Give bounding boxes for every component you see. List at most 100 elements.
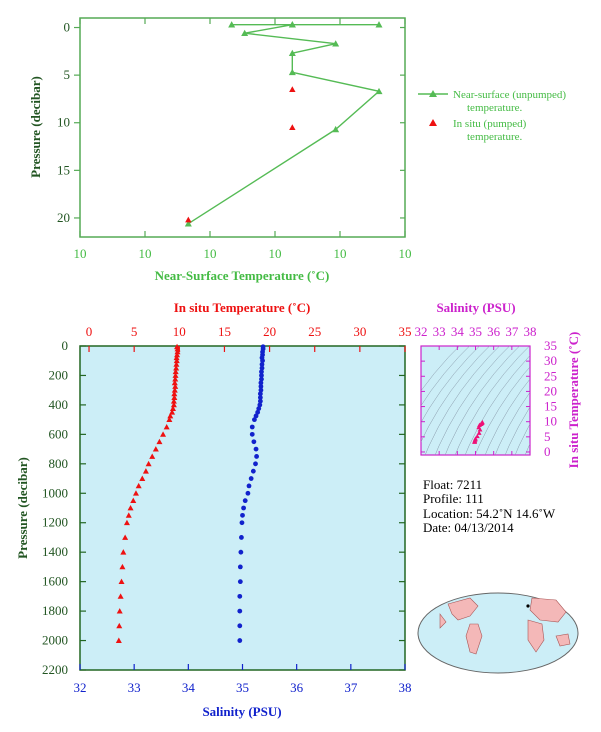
temperature-point (171, 379, 178, 386)
salinity-point (240, 512, 245, 518)
salinity-point (237, 564, 243, 570)
salinity-tick-label: 37 (344, 680, 358, 695)
density-contour (454, 346, 530, 455)
density-contour (444, 346, 520, 455)
ts-salinity-tick-label: 33 (433, 324, 446, 339)
near-surface-y-tick-label: 15 (57, 162, 70, 177)
float-number: Float: 7211 (423, 477, 482, 492)
salinity-point (249, 424, 255, 430)
temperature-point (117, 593, 124, 599)
ts-temperature-tick-label: 25 (544, 368, 557, 383)
salinity-point (248, 476, 254, 481)
unpumped-point (288, 49, 296, 57)
pressure-tick-label: 1600 (42, 574, 68, 589)
world-map (417, 592, 579, 674)
density-contour (474, 366, 530, 455)
ts-temperature-tick-label: 30 (544, 353, 557, 368)
temperature-point (119, 563, 126, 570)
temperature-point (173, 365, 180, 371)
density-contour (504, 406, 530, 455)
salinity-point (259, 365, 265, 371)
temperature-point (127, 505, 134, 511)
near-surface-y-tick-label: 5 (64, 67, 71, 82)
unpumped-point (184, 220, 192, 227)
ts-temperature-tick-label: 0 (544, 444, 551, 459)
near-surface-x-axis: 10 10 10 10 10 10 (74, 18, 412, 261)
salinity-point (257, 402, 263, 408)
near-surface-x-label: Near-Surface Temperature (˚C) (155, 268, 330, 283)
ts-point (476, 430, 482, 435)
salinity-point (257, 395, 263, 400)
salinity-point (259, 369, 264, 375)
pressure-tick-label: 600 (49, 426, 69, 441)
salinity-point (245, 490, 251, 496)
temperature-point (166, 416, 173, 423)
near-surface-panel: 0 5 10 15 20 10 10 10 10 10 10 Pressure (decibar)… (28, 17, 566, 283)
unpumped-point (332, 40, 340, 47)
ts-points (472, 419, 485, 444)
density-contour (464, 355, 530, 455)
location: Location: 54.2˚N 14.6˚W (423, 506, 556, 521)
temperature-point (116, 608, 123, 614)
salinity-point (249, 431, 255, 437)
salinity-tick-label: 33 (128, 680, 141, 695)
temperature-point (172, 376, 179, 382)
temperature-point (173, 354, 180, 361)
near-surface-legend: Near-surface (unpumped) temperature. In … (418, 89, 566, 143)
temperature-point (174, 345, 181, 352)
temperature-tick-label: 20 (263, 324, 276, 339)
density-contour (514, 423, 530, 455)
unpumped-point (288, 21, 296, 28)
pressure-tick-label: 2000 (42, 633, 68, 648)
temperature-tick-label: 25 (308, 324, 321, 339)
salinity-point (258, 387, 264, 393)
unpumped-point (241, 29, 249, 37)
temperature-tick-label: 5 (131, 324, 138, 339)
salinity-point (253, 461, 258, 467)
near-surface-y-tick-label: 20 (57, 210, 70, 225)
legend-unpumped-label-2: temperature. (467, 102, 523, 114)
ts-point (477, 427, 483, 432)
temperature-point (167, 412, 174, 419)
pumped-point (289, 124, 296, 131)
ts-salinity-tick-label: 32 (415, 324, 428, 339)
temperature-point (116, 622, 123, 629)
salinity-profile (237, 344, 266, 643)
temperature-tick-label: 30 (353, 324, 366, 339)
temperature-profile (115, 343, 181, 643)
temperature-point (171, 387, 178, 393)
salinity-point (255, 409, 261, 415)
temperature-tick-label: 35 (399, 324, 412, 339)
pumped-point (185, 216, 192, 223)
near-surface-plot-frame (79, 17, 406, 238)
ts-salinity-tick-label: 34 (451, 324, 465, 339)
temperature-point (173, 357, 180, 364)
pumped-point (289, 86, 296, 92)
temperature-point (174, 348, 181, 355)
pressure-tick-label: 800 (49, 456, 69, 471)
temperature-point (122, 534, 129, 540)
temperature-point (169, 405, 176, 411)
temperature-point (170, 401, 177, 408)
salinity-point (237, 593, 243, 599)
salinity-point (257, 398, 263, 404)
temperature-point (152, 446, 159, 452)
density-contour (421, 346, 480, 423)
temperature-point (130, 497, 137, 504)
temperature-tick-label: 15 (218, 324, 231, 339)
legend-unpumped-label-1: Near-surface (unpumped) (453, 89, 566, 101)
salinity-point (239, 520, 245, 526)
near-surface-y-axis: 0 5 10 15 20 (57, 20, 405, 225)
temperature-point (142, 468, 149, 474)
ts-salinity-tick-label: 36 (487, 324, 501, 339)
ts-salinity-tick-label: 37 (505, 324, 519, 339)
salinity-tick-label: 34 (182, 680, 196, 695)
legend-unpumped-marker (429, 90, 437, 97)
temperature-point (160, 431, 167, 437)
ts-temperature-tick-label: 20 (544, 383, 557, 398)
temperature-point (149, 453, 156, 459)
pressure-tick-label: 400 (49, 397, 69, 412)
salinity-point (253, 413, 259, 419)
salinity-point (256, 406, 262, 411)
